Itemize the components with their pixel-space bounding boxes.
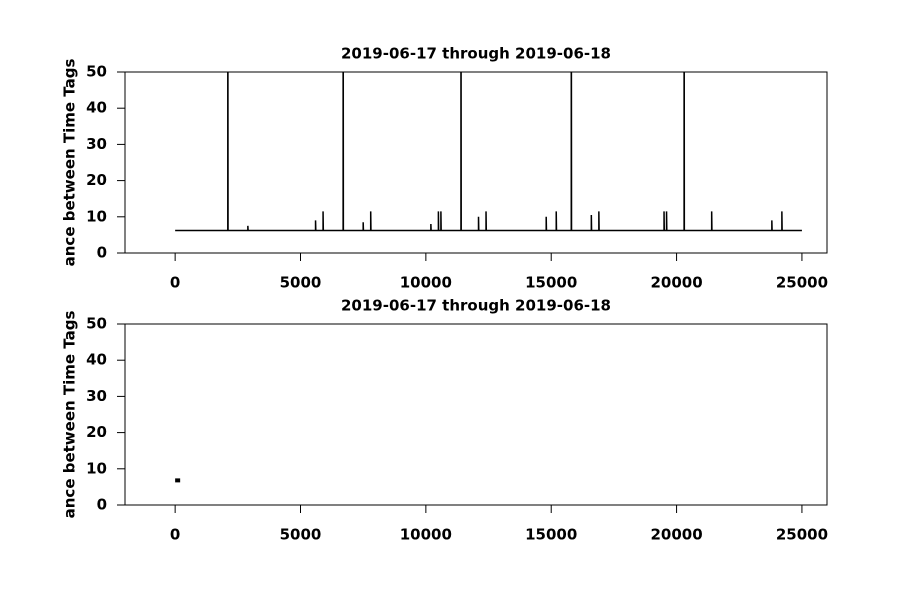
x-tick-label: 5000	[280, 526, 322, 544]
y-tick-label: 20	[86, 171, 107, 189]
x-tick-label: 0	[170, 274, 180, 292]
y-tick-label: 40	[86, 351, 107, 369]
plot-frame	[124, 71, 828, 254]
y-axis-label: ance between Time Tags	[61, 59, 79, 267]
y-tick-label: 10	[86, 459, 107, 477]
x-tick-label: 0	[170, 526, 180, 544]
x-tick-label: 5000	[280, 274, 322, 292]
x-tick-label: 15000	[525, 274, 577, 292]
x-tick-label: 10000	[400, 274, 452, 292]
y-axis-label: ance between Time Tags	[61, 311, 79, 519]
y-tick-label: 20	[86, 423, 107, 441]
x-tick-label: 25000	[776, 526, 828, 544]
y-tick-label: 50	[86, 63, 107, 81]
y-tick-label: 30	[86, 135, 107, 153]
data-line	[175, 72, 802, 232]
x-tick-label: 20000	[650, 526, 702, 544]
x-tick-label: 15000	[525, 526, 577, 544]
plot-frame	[124, 323, 828, 506]
y-tick-label: 40	[86, 99, 107, 117]
chart-title: 2019-06-17 through 2019-06-18	[341, 45, 611, 63]
x-tick-label: 20000	[650, 274, 702, 292]
y-tick-label: 50	[86, 315, 107, 333]
y-tick-label: 30	[86, 387, 107, 405]
x-tick-label: 25000	[776, 274, 828, 292]
y-tick-label: 10	[86, 207, 107, 225]
plot: 2019-06-17 through 2019-06-18 ance betwee…	[61, 297, 829, 544]
plot: 2019-06-17 through 2019-06-18 ance betwee…	[61, 45, 829, 292]
y-tick-label: 0	[97, 244, 107, 262]
y-tick-label: 0	[97, 496, 107, 514]
chart-title: 2019-06-17 through 2019-06-18	[341, 297, 611, 315]
x-tick-label: 10000	[400, 526, 452, 544]
